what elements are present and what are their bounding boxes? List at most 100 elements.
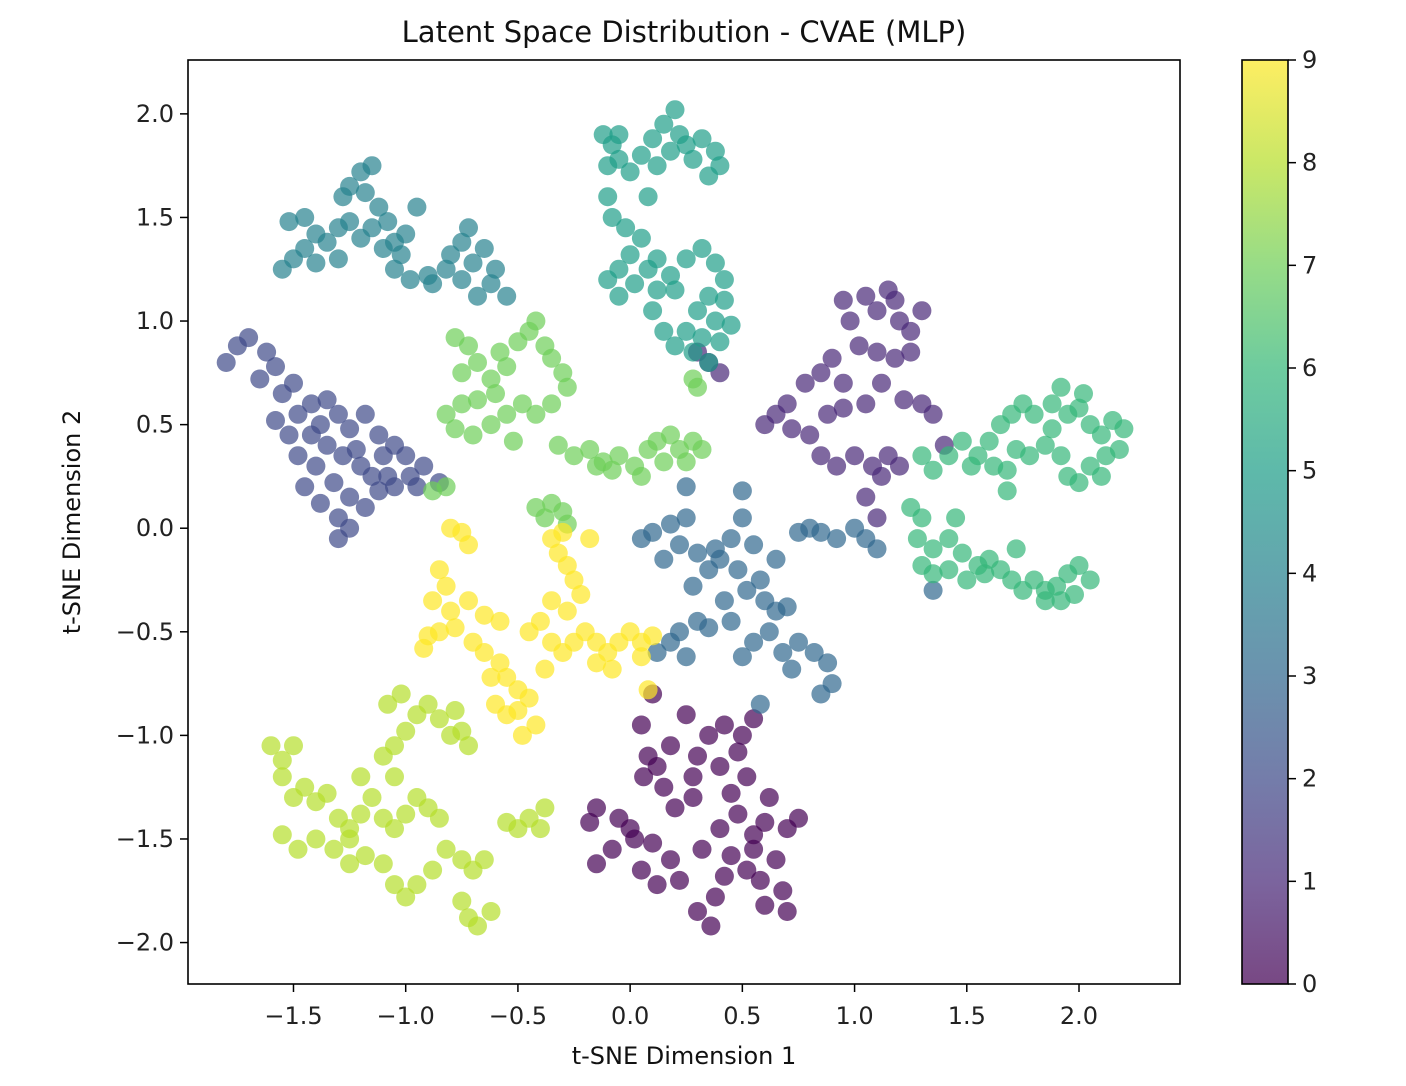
point-2-0 <box>216 353 236 372</box>
point-0-34 <box>789 808 808 828</box>
point-3-12 <box>728 560 748 580</box>
point-7-37 <box>654 452 674 472</box>
point-3-41 <box>789 522 808 542</box>
point-2-5 <box>266 357 285 377</box>
point-6-31 <box>923 539 943 559</box>
point-7-28 <box>609 446 629 466</box>
point-8-10 <box>351 804 371 824</box>
colorbar-tick-label: 1 <box>1302 867 1317 895</box>
point-2-10 <box>301 394 321 414</box>
point-0-46 <box>620 819 640 839</box>
series-2 <box>216 328 449 549</box>
point-2-9 <box>279 425 299 445</box>
point-0-13 <box>710 757 730 776</box>
point-4-27 <box>486 259 505 279</box>
point-5-26 <box>647 249 667 269</box>
point-0-32 <box>755 812 775 832</box>
point-3-4 <box>670 535 689 555</box>
point-9-34 <box>587 653 606 673</box>
point-1-21 <box>833 398 853 418</box>
point-6-0 <box>912 446 932 466</box>
point-4-37 <box>459 218 478 238</box>
point-6-16 <box>1114 419 1134 439</box>
point-2-43 <box>373 446 393 466</box>
point-7-18 <box>481 415 501 435</box>
point-6-52 <box>1035 591 1055 611</box>
point-6-32 <box>939 529 959 549</box>
x-tick-label: 1.0 <box>835 1002 873 1030</box>
point-3-18 <box>759 622 779 642</box>
point-6-21 <box>1058 466 1078 486</box>
point-4-2 <box>295 239 315 258</box>
point-7-6 <box>497 357 517 377</box>
point-2-30 <box>355 498 375 517</box>
point-0-24 <box>661 850 680 870</box>
colorbar-ticks: 0 1 2 3 4 5 6 7 8 9 <box>1288 46 1317 998</box>
point-5-42 <box>647 280 667 300</box>
point-5-3 <box>620 162 640 182</box>
x-axis-label: t-SNE Dimension 1 <box>572 1042 797 1070</box>
point-7-38 <box>602 460 622 480</box>
colorbar-tick-label: 9 <box>1302 46 1317 74</box>
point-5-7 <box>665 100 685 120</box>
point-5-11 <box>676 135 696 155</box>
point-9-43 <box>519 622 539 642</box>
x-tick-label: 0.5 <box>723 1002 761 1030</box>
point-2-35 <box>340 518 360 538</box>
point-2-15 <box>369 425 389 445</box>
point-4-28 <box>481 274 501 294</box>
point-9-50 <box>580 529 600 549</box>
point-4-33 <box>328 249 348 269</box>
point-5-30 <box>705 253 725 273</box>
point-6-41 <box>912 556 932 575</box>
series-4 <box>272 156 517 306</box>
point-7-20 <box>445 419 465 439</box>
point-5-20 <box>620 245 640 265</box>
point-9-38 <box>564 570 584 590</box>
point-1-11 <box>822 348 842 368</box>
x-tick-label: −0.5 <box>489 1002 547 1030</box>
point-6-23 <box>1035 435 1055 455</box>
point-3-23 <box>818 653 838 673</box>
point-4-13 <box>369 197 389 217</box>
colorbar-frame <box>1241 59 1289 985</box>
point-3-10 <box>732 508 752 528</box>
point-6-18 <box>1096 446 1116 466</box>
point-4-31 <box>452 232 472 252</box>
point-4-21 <box>400 270 420 290</box>
point-9-20 <box>526 715 546 735</box>
point-5-4 <box>631 145 651 165</box>
point-2-13 <box>340 419 360 439</box>
point-1-7 <box>849 336 869 356</box>
point-1-9 <box>885 348 905 368</box>
point-9-19 <box>486 694 505 714</box>
point-5-34 <box>705 311 725 331</box>
y-tick-label: 1.0 <box>136 307 174 335</box>
point-6-46 <box>1047 576 1067 596</box>
series-6 <box>901 377 1134 611</box>
point-9-47 <box>638 680 658 700</box>
point-3-34 <box>732 647 752 667</box>
point-4-20 <box>385 259 404 279</box>
point-7-24 <box>548 435 568 455</box>
point-7-5 <box>490 342 510 362</box>
point-7-46 <box>631 466 651 486</box>
point-5-46 <box>598 156 618 176</box>
series-5 <box>593 100 741 372</box>
point-8-54 <box>429 808 449 828</box>
point-8-29 <box>391 684 411 704</box>
point-9-12 <box>474 643 494 662</box>
point-2-25 <box>306 456 326 476</box>
point-0-23 <box>643 833 663 853</box>
point-2-42 <box>400 466 420 486</box>
x-tick-label: 2.0 <box>1060 1002 1098 1030</box>
point-5-28 <box>676 249 696 269</box>
point-9-39 <box>571 585 591 604</box>
point-3-2 <box>661 514 680 534</box>
point-4-9 <box>340 176 360 196</box>
point-5-9 <box>661 141 680 161</box>
point-9-49 <box>481 667 501 687</box>
point-5-50 <box>714 290 734 310</box>
point-5-17 <box>602 208 622 227</box>
